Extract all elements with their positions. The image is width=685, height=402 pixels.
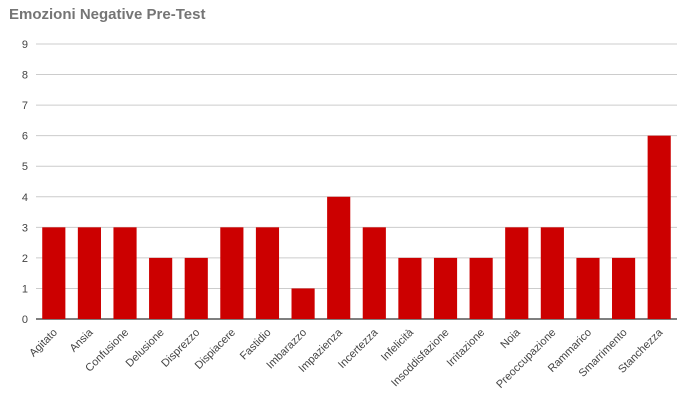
bar-impazienza	[327, 196, 351, 319]
bar-rammarico	[576, 257, 600, 319]
y-tick-label: 3	[22, 222, 28, 234]
bar-noia	[505, 227, 529, 319]
bar-preoccupazione	[540, 227, 564, 319]
y-tick-label: 4	[22, 192, 28, 204]
bar-irritazione	[469, 257, 493, 319]
y-tick-label: 7	[22, 100, 28, 112]
bar-imbarazzo	[291, 288, 315, 319]
x-tick-label: Incertezza	[336, 326, 381, 371]
bar-dispiacere	[220, 227, 244, 319]
bar-ansia	[77, 227, 101, 319]
x-axis-labels: Agitato AnsiaConfusioneDelusioneDisprezzo…	[27, 326, 666, 391]
x-tick-label: Agitato	[27, 327, 60, 360]
bar-delusione	[149, 257, 173, 319]
y-tick-label: 2	[22, 253, 28, 265]
y-tick-label: 1	[22, 283, 28, 295]
bar-confusione	[113, 227, 137, 319]
bar-insoddisfazione	[433, 257, 458, 319]
bar-infelicità	[398, 257, 422, 319]
y-tick-label: 5	[22, 161, 28, 173]
x-tick-label: Noia	[498, 326, 523, 351]
chart-title: Emozioni Negative Pre-Test	[9, 6, 206, 23]
y-tick-label: 6	[22, 131, 28, 143]
x-tick-label: Ansia	[68, 326, 97, 355]
y-tick-label: 9	[22, 39, 28, 51]
gridlines	[36, 43, 677, 320]
bar-fastidio	[255, 227, 280, 319]
y-tick-label: 0	[22, 314, 28, 326]
bar-incertezza	[362, 227, 386, 319]
bar-stanchezza	[647, 135, 671, 319]
bar-smarrimento	[612, 257, 636, 319]
bar-agitato	[42, 227, 66, 319]
y-axis-ticks: 0 1 2 3 4 5 6 7 8 9	[22, 39, 28, 326]
y-tick-label: 8	[22, 70, 28, 82]
bar-disprezzo	[184, 257, 208, 319]
x-tick-label: Fastidio	[238, 327, 274, 363]
x-tick-label: Irritazione	[445, 327, 488, 370]
bars	[42, 135, 671, 319]
